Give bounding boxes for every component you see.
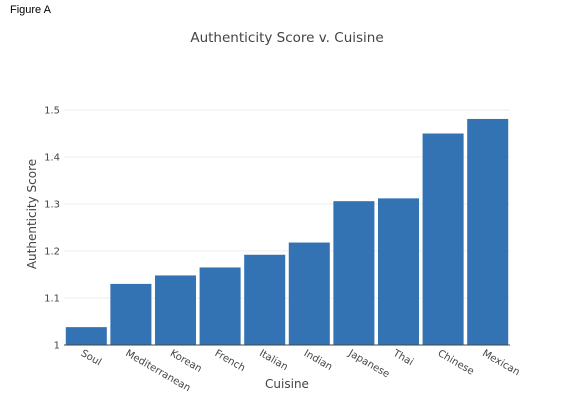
bar-japanese: [333, 201, 375, 345]
bar-italian: [244, 254, 286, 345]
bar-french: [199, 267, 241, 345]
x-tick-label-soul: Soul: [79, 348, 103, 368]
x-tick-label-japanese: Japanese: [346, 348, 392, 381]
y-tick-label: 1: [54, 341, 60, 352]
bars: [64, 118, 510, 346]
x-tick-label-indian: Indian: [302, 348, 334, 373]
x-tick-label-mexican: Mexican: [480, 348, 521, 378]
bar-chinese: [422, 133, 464, 345]
bar-thai: [377, 198, 420, 345]
bar-mexican: [467, 118, 509, 346]
x-tick-label-chinese: Chinese: [436, 348, 476, 378]
y-axis-title: Authenticity Score: [25, 159, 39, 269]
y-tick-label: 1.1: [44, 294, 60, 305]
bar-indian: [288, 242, 330, 345]
bar-soul: [65, 327, 107, 345]
y-tick-label: 1.3: [44, 200, 60, 211]
bar-mediterranean: [110, 283, 152, 345]
x-axis-title: Cuisine: [265, 377, 309, 391]
y-tick-label: 1.4: [44, 153, 60, 164]
x-tick-label-italian: Italian: [257, 348, 289, 373]
figure-label: Figure A: [10, 4, 51, 16]
y-axis-ticks: 1 1.1 1.2 1.3 1.4 1.5: [44, 106, 60, 352]
x-tick-label-thai: Thai: [390, 348, 415, 369]
chart-title: Authenticity Score v. Cuisine: [190, 30, 383, 46]
x-tick-label-korean: Korean: [168, 348, 204, 375]
y-tick-label: 1.2: [44, 247, 60, 258]
bar-korean: [154, 275, 197, 345]
y-tick-label: 1.5: [44, 106, 60, 117]
x-tick-label-french: French: [213, 348, 247, 374]
